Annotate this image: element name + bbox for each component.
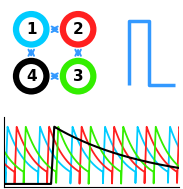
Circle shape — [63, 61, 93, 91]
FancyArrowPatch shape — [52, 26, 58, 32]
FancyArrowPatch shape — [52, 73, 58, 79]
FancyArrowPatch shape — [75, 50, 81, 56]
Circle shape — [63, 14, 93, 45]
Circle shape — [16, 61, 46, 91]
Text: 3: 3 — [73, 69, 83, 84]
FancyArrowPatch shape — [29, 50, 34, 56]
Text: 1: 1 — [26, 22, 36, 37]
Circle shape — [16, 14, 46, 45]
Text: 2: 2 — [73, 22, 83, 37]
Text: 4: 4 — [26, 69, 37, 84]
